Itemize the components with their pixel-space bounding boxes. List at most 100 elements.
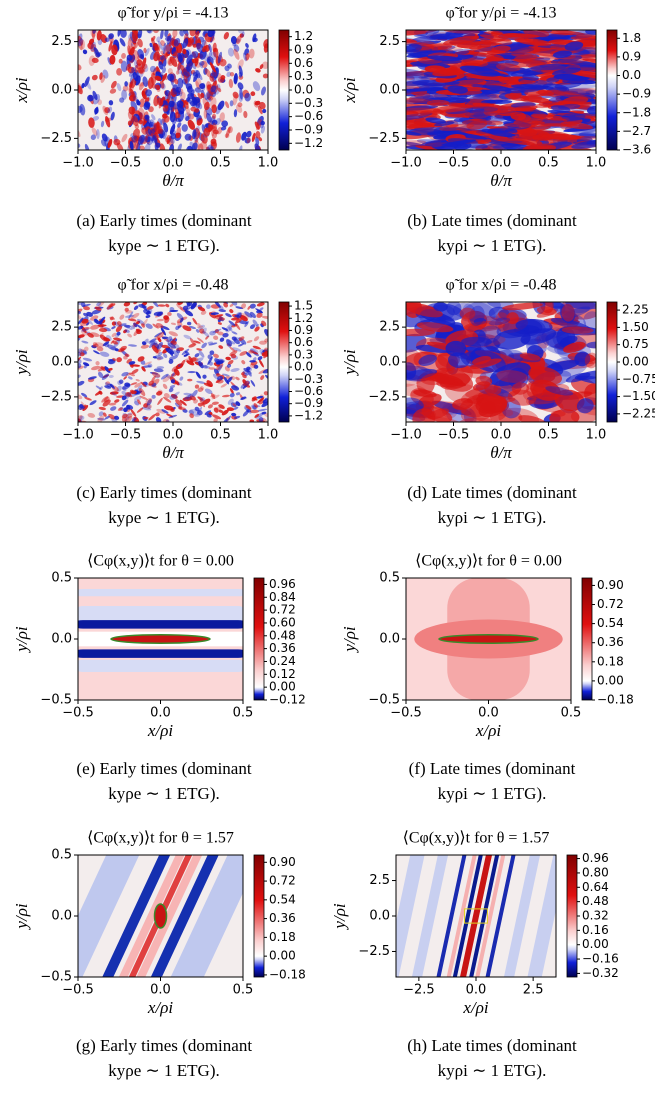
blob <box>217 87 222 93</box>
blob <box>167 342 177 349</box>
blob <box>406 397 424 414</box>
blob <box>239 33 245 38</box>
blob <box>131 67 136 72</box>
colorbar-tick-label: 0.54 <box>269 892 296 906</box>
blob <box>120 30 127 38</box>
blob <box>504 85 546 94</box>
blob <box>110 111 115 121</box>
blob <box>82 49 88 55</box>
blob <box>78 363 82 369</box>
blob <box>486 81 531 87</box>
core <box>153 903 168 929</box>
blob <box>171 46 176 55</box>
colorbar-tick-label: −0.9 <box>294 396 323 410</box>
colorbar-tick-label: −3.6 <box>622 143 651 157</box>
blob <box>572 30 596 39</box>
blob <box>242 52 247 62</box>
blob <box>81 82 85 89</box>
blob <box>218 309 227 313</box>
blob <box>235 392 241 396</box>
blob <box>257 408 268 412</box>
blob <box>175 132 181 139</box>
blob <box>113 337 123 342</box>
blob <box>93 319 98 323</box>
blob <box>235 38 241 43</box>
colorbar-tick-label: −0.16 <box>582 952 619 966</box>
y-axis-label: x/ρi <box>340 77 359 103</box>
blob <box>189 413 194 419</box>
blob <box>184 350 190 356</box>
colorbar-tick-label: −0.3 <box>294 96 323 110</box>
stripe <box>447 855 505 977</box>
blob <box>530 63 575 71</box>
blob <box>406 72 425 77</box>
blob <box>118 58 123 64</box>
blob <box>78 380 85 386</box>
blob <box>246 137 251 144</box>
colorbar-tick-label: −2.25 <box>622 406 655 420</box>
blob <box>556 87 590 95</box>
colorbar-tick-label: 0.16 <box>582 923 609 937</box>
x-tick-label: 0.5 <box>210 428 231 443</box>
blob <box>185 105 191 117</box>
blob <box>438 68 466 76</box>
stripe <box>98 855 209 977</box>
blob <box>99 351 110 357</box>
blob <box>202 327 207 334</box>
colorbar-tick-label: −1.8 <box>622 105 651 119</box>
blob <box>504 122 538 128</box>
blob <box>120 345 127 351</box>
blob <box>121 133 128 143</box>
blob <box>149 371 159 375</box>
blob <box>124 324 131 328</box>
blob <box>149 42 153 48</box>
blob <box>210 85 217 93</box>
colorbar-tick-label: 0.72 <box>597 597 624 611</box>
blob <box>131 115 139 127</box>
blob <box>250 379 256 387</box>
heatmap <box>406 578 571 700</box>
x-tick-label: 0.5 <box>233 706 254 721</box>
colorbar-tick-label: 0.48 <box>582 894 609 908</box>
blob <box>406 43 422 53</box>
blob <box>183 67 190 77</box>
blob <box>196 115 202 121</box>
blob <box>406 50 447 58</box>
blob <box>204 388 213 395</box>
blob <box>108 402 117 406</box>
blob <box>182 305 189 311</box>
blob <box>191 51 199 59</box>
blob <box>239 314 248 322</box>
blob <box>241 31 245 38</box>
blob <box>229 72 235 77</box>
colorbar-tick-label: 0.6 <box>294 56 313 70</box>
blob <box>192 100 198 107</box>
blob <box>519 353 541 361</box>
blob <box>165 137 170 143</box>
x-tick-label: −0.5 <box>438 428 470 443</box>
blob <box>517 127 538 137</box>
blob <box>82 327 90 331</box>
blob <box>226 407 235 412</box>
blob <box>426 99 450 106</box>
blob <box>511 135 548 140</box>
colorbar-tick-label: −0.6 <box>294 384 323 398</box>
blob <box>160 373 169 380</box>
blob <box>164 30 169 37</box>
blob <box>95 385 102 390</box>
core <box>438 633 539 645</box>
blob <box>161 344 169 349</box>
blob <box>180 359 186 368</box>
blob <box>201 342 207 349</box>
blob <box>137 356 145 362</box>
x-tick-label: 2.5 <box>523 983 544 998</box>
x-axis-label: θ/π <box>490 443 512 462</box>
blob <box>200 397 206 402</box>
blob <box>421 373 438 382</box>
stripe <box>435 855 490 977</box>
blob <box>131 418 137 422</box>
blob <box>89 400 97 406</box>
blob <box>253 364 259 369</box>
band <box>78 588 243 597</box>
blob <box>233 48 240 60</box>
